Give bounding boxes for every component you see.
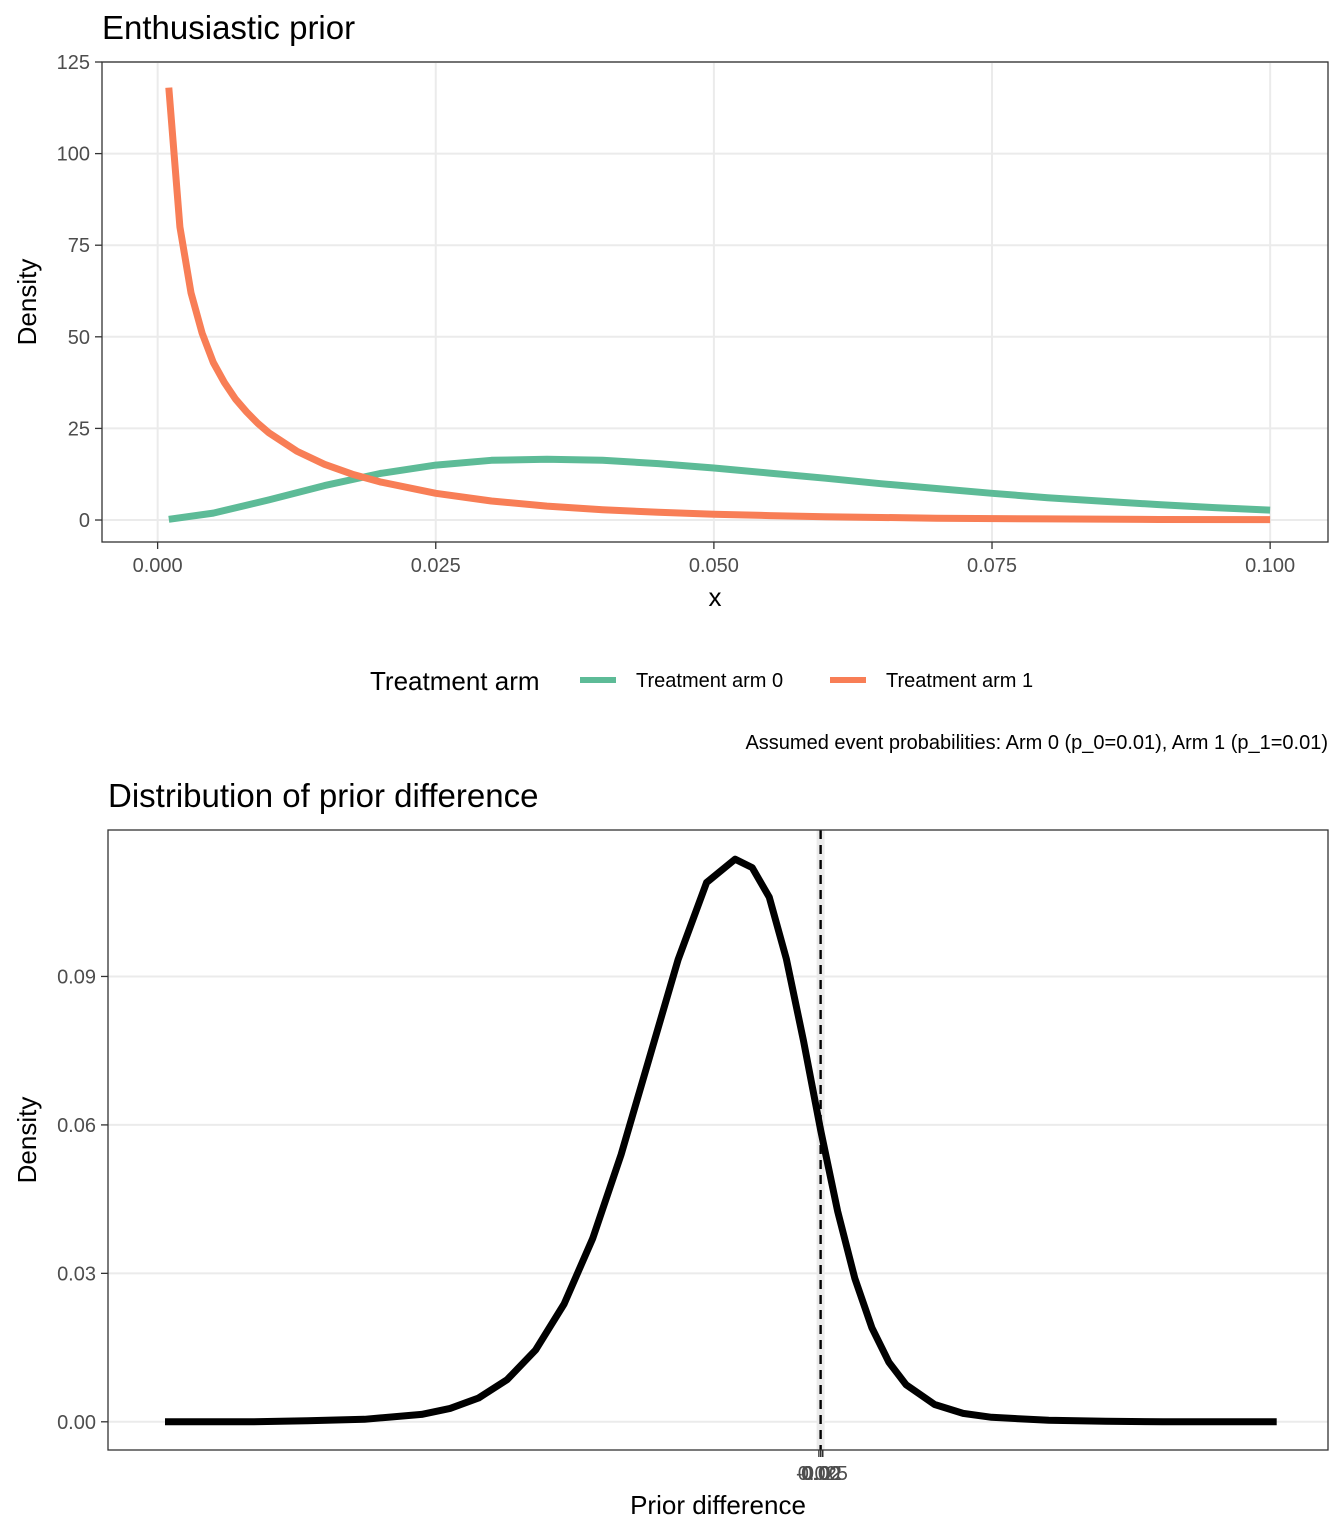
panel2-y-axis-title: Density [12, 1097, 42, 1184]
legend-label-arm-0: Treatment arm 0 [636, 670, 783, 692]
legend-label-arm-1: Treatment arm 1 [886, 670, 1033, 692]
panel1-y-tick-label: 100 [57, 144, 90, 166]
panel1-y-tick-label: 125 [57, 52, 90, 74]
prior-difference-panel: Distribution of prior difference -0.020.… [12, 777, 1329, 1520]
panel1-x-tick-label: 0.025 [411, 555, 461, 577]
panel2-x-tick-label: 0.02 [803, 1463, 842, 1485]
enthusiastic-prior-panel: Enthusiastic prior 0.000 0.025 0.050 0.075 0… [12, 9, 1329, 612]
panel2-y-tick-label: 0.09 [57, 966, 96, 988]
panel1-x-tick-label: 0.000 [133, 555, 183, 577]
panel2-y-tick-label: 0.00 [57, 1412, 96, 1434]
panel1-x-axis-title: x [709, 582, 722, 612]
panel1-y-tick-label: 75 [68, 235, 90, 257]
panel2-x-tick-label: 0.025 [798, 1463, 848, 1485]
panel1-x-tick-label: 0.100 [1245, 555, 1295, 577]
panel2-title: Distribution of prior difference [108, 777, 538, 814]
caption: Assumed event probabilities: Arm 0 (p_0=… [745, 732, 1328, 754]
panel1-title: Enthusiastic prior [102, 9, 355, 46]
panel1-plot-frame [101, 61, 1329, 543]
panel2-x-tick-label: -0.02 [796, 1463, 842, 1485]
panel2-plot-frame [107, 829, 1329, 1451]
panel2-x-tick-label: 0.00 [801, 1463, 840, 1485]
panel1-y-tick-label: 50 [68, 327, 90, 349]
panel1-series-line-1 [165, 87, 1271, 524]
legend: Treatment arm Treatment arm 0 Treatment … [370, 666, 1033, 696]
panel1-y-tick-label: 25 [68, 418, 90, 440]
panel1-x-tick-label: 0.075 [967, 555, 1017, 577]
panel1-series-line-0 [168, 455, 1271, 523]
panel2-series-line-0 [165, 855, 1277, 1426]
panel1-y-axis-title: Density [12, 259, 42, 346]
panel2-x-axis-title: Prior difference [630, 1490, 806, 1520]
panel1-y-tick-label: 0 [79, 510, 90, 532]
legend-title: Treatment arm [370, 666, 540, 696]
panel2-y-tick-label: 0.03 [57, 1263, 96, 1285]
panel2-y-tick-label: 0.06 [57, 1115, 96, 1137]
panel1-x-tick-label: 0.050 [689, 555, 739, 577]
